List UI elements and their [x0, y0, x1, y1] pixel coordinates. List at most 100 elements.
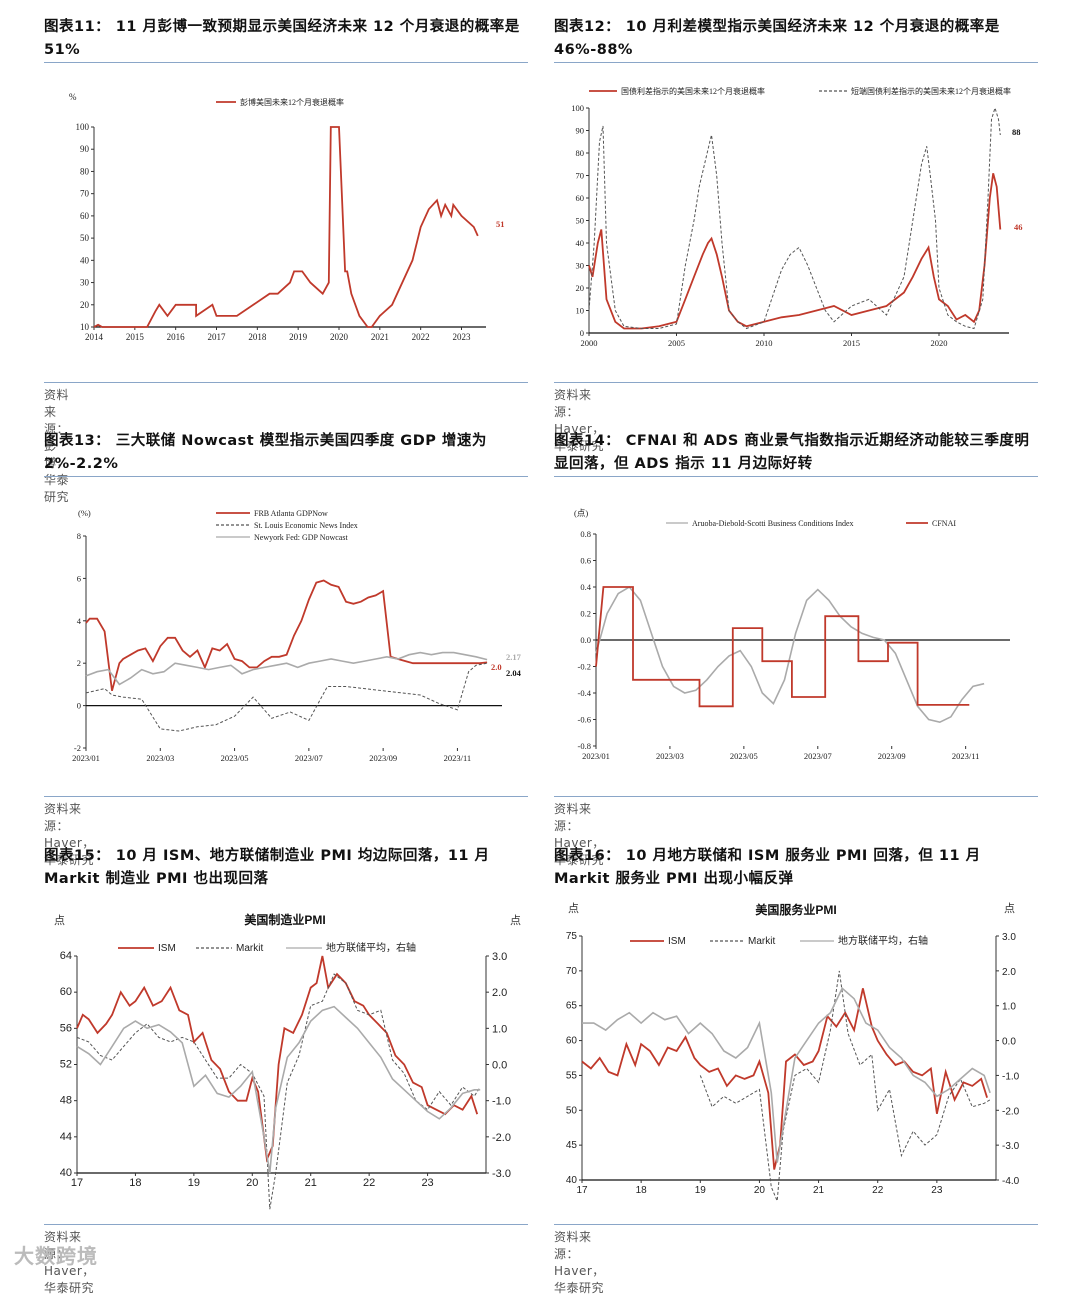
- x-tick-label: 2016: [167, 332, 186, 342]
- x-tick-label: 2023/01: [582, 751, 610, 761]
- fig16-chart: 40 45 50 55 60 65 70 75 -4.0 -3.0 -2.0 -1.0 0.0 1.0 2.…: [566, 902, 1020, 1202]
- y-tick-label: 30: [576, 261, 585, 271]
- x-tick-label: 2023/07: [804, 751, 832, 761]
- chart-title: 美国服务业PMI: [755, 902, 836, 917]
- y-tick-label: 0: [580, 328, 584, 338]
- y-unit-label: (点): [574, 508, 588, 518]
- x-tick-label: 2000: [581, 338, 598, 348]
- x-tick-label: 2017: [208, 332, 227, 342]
- fig16-source-rule: [554, 1224, 1038, 1225]
- x-tick-label: 2005: [668, 338, 685, 348]
- y-unit-label: %: [69, 92, 77, 102]
- y-tick-label: 90: [576, 126, 585, 136]
- y-tick-label: 0.6: [580, 556, 591, 566]
- fig13-chart: -2 0 2 4 6 8 2023/01 2023/03 2023/05 2023/07 2023/…: [72, 508, 522, 763]
- y-axis-label: 点: [568, 902, 579, 915]
- y-tick-label: 10: [576, 306, 585, 316]
- fig15-source-rule: [44, 1224, 528, 1225]
- y2-tick-label: -2.0: [1002, 1106, 1020, 1117]
- y-tick-label: 0.2: [580, 609, 591, 619]
- y2-tick-label: -2.0: [492, 1132, 511, 1144]
- series-line-1: [588, 106, 1001, 330]
- y-tick-label: 48: [60, 1095, 72, 1107]
- y2-tick-label: -3.0: [1002, 1141, 1020, 1152]
- x-tick-label: 2014: [85, 332, 104, 342]
- series-line-0: [93, 126, 479, 328]
- y-tick-label: 64: [60, 950, 72, 962]
- fig12-source: 资料来源：Haver，华泰研究: [554, 388, 605, 453]
- fig12-title: 图表12： 10 月利差模型指示美国经济未来 12 个月衰退的概率是 46%-8…: [554, 19, 1000, 58]
- y2-tick-label: 0.0: [1002, 1037, 1016, 1048]
- y-tick-label: -0.4: [578, 688, 592, 698]
- y-tick-label: 40: [60, 1167, 72, 1179]
- fig16-title: 图表16： 10 月地方联储和 ISM 服务业 PMI 回落，但 11 月 Ma…: [554, 848, 981, 887]
- x-tick-label: 2023/07: [295, 753, 323, 763]
- fig16-source: 资料来源：Haver，华泰研究: [554, 1230, 605, 1295]
- legend-label-0: 彭博美国未来12个月衰退概率: [240, 97, 344, 107]
- y-tick-label: 40: [576, 238, 585, 248]
- y-tick-label: 45: [566, 1140, 578, 1151]
- legend-label-1: CFNAI: [932, 519, 956, 528]
- fig14-title-rule: [554, 476, 1038, 477]
- y-tick-label: 0: [77, 701, 81, 711]
- end-value-label-0: 51: [496, 219, 505, 229]
- y2-axis-label: 点: [510, 914, 521, 927]
- series-line-1: [76, 973, 481, 1210]
- x-tick-label: 2010: [756, 338, 773, 348]
- y-tick-label: 6: [77, 573, 81, 583]
- y-tick-label: -0.6: [578, 715, 591, 725]
- y2-tick-label: 3.0: [492, 951, 507, 963]
- x-tick-label: 19: [188, 1177, 200, 1189]
- y-tick-label: 100: [571, 103, 584, 113]
- legend-label-0: 国债利差指示的美国未来12个月衰退概率: [621, 86, 765, 96]
- y-tick-label: 100: [76, 122, 90, 132]
- x-tick-label: 21: [305, 1177, 317, 1189]
- y-tick-label: 8: [77, 531, 81, 541]
- fig14-title: 图表14： CFNAI 和 ADS 商业景气指数指示近期经济动能较三季度明显回落…: [554, 433, 1030, 472]
- series-line-0: [76, 955, 479, 1163]
- x-tick-label: 2020: [330, 332, 349, 342]
- x-tick-label: 22: [872, 1185, 884, 1196]
- end-value-label-2: 2.04: [506, 668, 522, 678]
- y2-tick-label: -1.0: [492, 1096, 511, 1108]
- legend-label-2: Newyork Fed: GDP Nowcast: [254, 533, 348, 542]
- end-value-label-1: 2.0: [491, 662, 502, 672]
- x-tick-label: 2023/03: [146, 753, 174, 763]
- x-tick-label: 23: [931, 1185, 943, 1196]
- series-line-1: [85, 662, 488, 732]
- fig11-title: 图表11： 11 月彭博一致预期显示美国经济未来 12 个月衰退的概率是 51%: [44, 19, 520, 58]
- y-tick-label: 50: [576, 216, 585, 226]
- end-value-label-0: 2.17: [506, 652, 522, 662]
- y-tick-label: 75: [566, 931, 578, 942]
- x-tick-label: 2023/01: [72, 753, 100, 763]
- y2-tick-label: -3.0: [492, 1168, 511, 1180]
- y-tick-label: 65: [566, 1001, 578, 1012]
- x-tick-label: 2023/03: [656, 751, 684, 761]
- series-line-0: [595, 585, 985, 724]
- x-tick-label: 2015: [126, 332, 145, 342]
- fig13-source: 资料来源：Haver，华泰研究: [44, 802, 95, 867]
- x-tick-label: 18: [129, 1177, 141, 1189]
- y-tick-label: 80: [576, 148, 585, 158]
- fig11-source-rule: [44, 382, 528, 383]
- y-tick-label: 20: [80, 300, 90, 310]
- y-tick-label: 4: [77, 616, 82, 626]
- fig13-source-rule: [44, 796, 528, 797]
- y-tick-label: 52: [60, 1059, 72, 1071]
- legend-label-0: Aruoba-Diebold-Scotti Business Condition…: [692, 519, 854, 528]
- y-tick-label: 55: [566, 1070, 578, 1081]
- x-tick-label: 23: [421, 1177, 433, 1189]
- x-tick-label: 2020: [931, 338, 948, 348]
- series-line-0: [581, 988, 988, 1170]
- y2-axis-label: 点: [1004, 902, 1015, 915]
- y-tick-label: 70: [80, 189, 90, 199]
- y-tick-label: 0.8: [580, 529, 591, 539]
- y-tick-label: 80: [80, 166, 90, 176]
- watermark-logo: 大数跨境: [14, 1244, 98, 1268]
- y-tick-label: 60: [60, 986, 72, 998]
- y-tick-label: 50: [566, 1105, 578, 1116]
- fig13-title: 图表13： 三大联储 Nowcast 模型指示美国四季度 GDP 增速为 2%-…: [44, 433, 487, 472]
- y2-tick-label: 3.0: [1002, 932, 1016, 943]
- x-tick-label: 2023: [453, 332, 472, 342]
- legend-label-1: St. Louis Economic News Index: [254, 521, 358, 530]
